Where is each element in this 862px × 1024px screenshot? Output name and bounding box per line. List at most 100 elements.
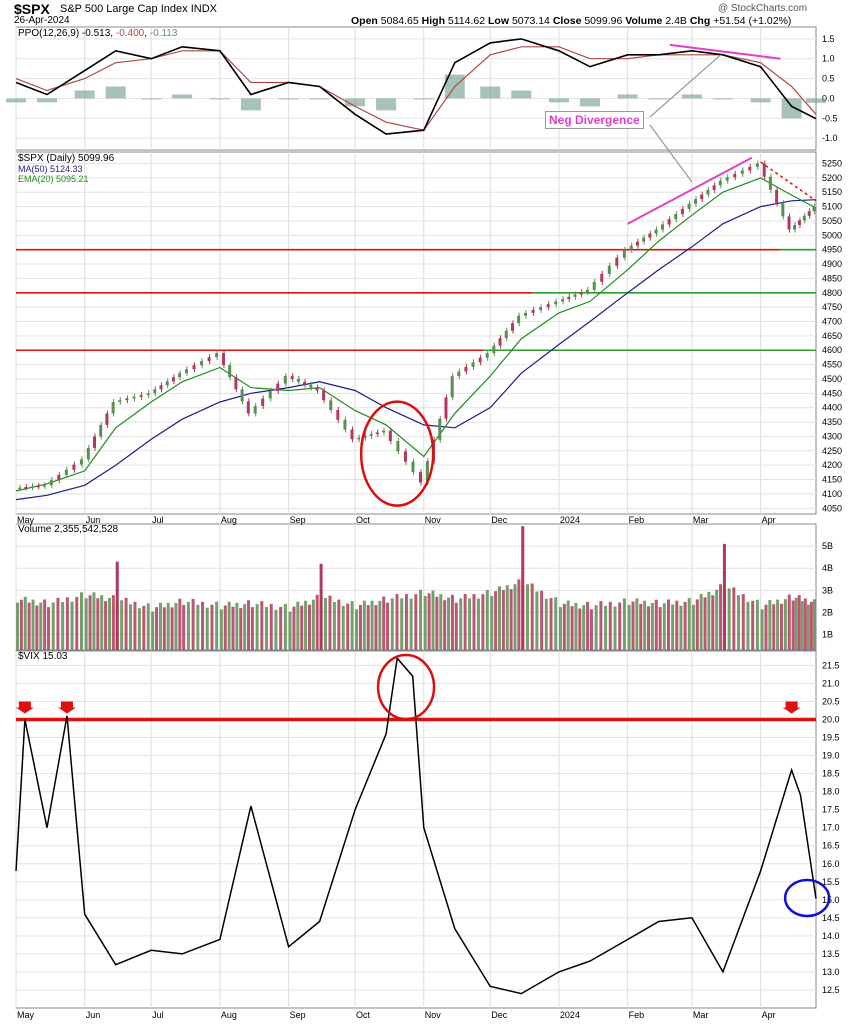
volume-bar [783,599,787,650]
y-tick-label: 0.0 [822,93,835,103]
volume-bar [427,593,431,650]
volume-bar [107,598,111,650]
volume-bar [658,607,662,650]
volume-bar [133,601,137,650]
volume-bar [358,604,362,650]
ppo-line [15,38,817,135]
price-candle [322,390,326,401]
ppo-histogram-bar [579,98,600,107]
y-tick-label: 4800 [822,288,842,298]
price-candle [350,429,354,440]
ppo-histogram-bar [278,98,299,100]
price-candle [797,220,801,225]
volume-bar [332,602,336,650]
y-tick-label: 5100 [822,202,842,212]
price-candle [600,273,604,282]
y-tick-label: 3B [822,585,833,595]
x-tick-label: Nov [425,515,442,525]
y-tick-label: 1.5 [822,34,835,44]
price-candle [622,249,626,258]
price-downtrend-line [760,161,817,202]
price-candle [531,310,535,313]
volume-bar [409,598,413,650]
price-candle [615,257,619,266]
volume-bar [599,601,603,650]
price-candle [253,405,257,414]
volume-bar [370,600,374,650]
volume-bar [554,597,558,650]
y-tick-label: 19.0 [822,751,840,761]
watermark: @ StockCharts.com [718,3,808,14]
price-candle [539,307,543,311]
volume-bar [746,601,750,650]
price-candle [36,485,40,488]
volume-bar [243,604,247,650]
volume-bar [404,594,408,650]
y-tick-label: 12.5 [822,985,840,995]
price-candle [215,353,219,358]
volume-bar [732,587,736,650]
y-tick-label: 15.5 [822,877,840,887]
y-tick-label: 1B [822,630,833,640]
ppo-histogram-bar [480,86,501,99]
volume-bar [666,599,670,650]
price-candle [42,485,46,487]
divergence-callout-line [649,54,722,118]
volume-bar [84,598,88,650]
volume-bar [481,594,485,650]
volume-bar [283,603,287,650]
volume-bar [751,600,755,650]
ppo-legend-value-1: -0.513 [81,28,111,39]
volume-bar [574,602,578,650]
x-tick-label: Jul [152,1010,164,1020]
price-candle [357,437,361,440]
price-candle [592,281,596,290]
x-tick-label: Jun [86,1010,101,1020]
y-tick-label: 4450 [822,388,842,398]
volume-bar [170,607,174,650]
price-candle [396,441,400,452]
volume-bar [355,609,359,650]
ema20-line [15,177,817,492]
y-tick-label: 1.0 [822,54,835,64]
y-tick-label: 4500 [822,374,842,384]
volume-bar [540,590,544,650]
price-candle [64,469,68,475]
volume-bar [215,601,219,650]
volume-bar [328,595,332,650]
price-candle [159,385,163,390]
volume-bar [683,601,687,650]
price-candle [165,381,169,386]
x-tick-label: Nov [425,1010,442,1020]
volume-bar [435,596,439,650]
volume-bar [476,598,480,650]
volume-bar [374,605,378,650]
y-tick-label: 4300 [822,431,842,441]
ppo-histogram-bar [105,86,126,99]
price-candle [303,381,307,385]
volume-bar [362,600,366,650]
vix-legend: $VIX 15.03 [18,651,68,662]
volume-bar [288,611,292,650]
volume-bar [707,591,711,650]
x-tick-label: Sep [290,515,306,525]
volume-bar [56,597,60,650]
price-candle [93,436,97,448]
price-candle [787,216,791,230]
vix-current-circle [783,878,831,918]
ppo-histogram-bar [172,94,193,99]
price-candle [478,357,482,363]
volume-bar [35,605,39,650]
price-candle [240,389,244,402]
volume-bar [699,593,703,650]
volume-bar [43,599,47,650]
price-candle [660,224,664,230]
y-tick-label: 4150 [822,475,842,485]
y-tick-label: 16.5 [822,841,840,851]
volume-bar [27,602,31,650]
y-tick-label: 5200 [822,173,842,183]
volume-bar [390,598,394,650]
volume-bar [419,589,423,650]
ppo-histogram-bar [309,98,330,100]
